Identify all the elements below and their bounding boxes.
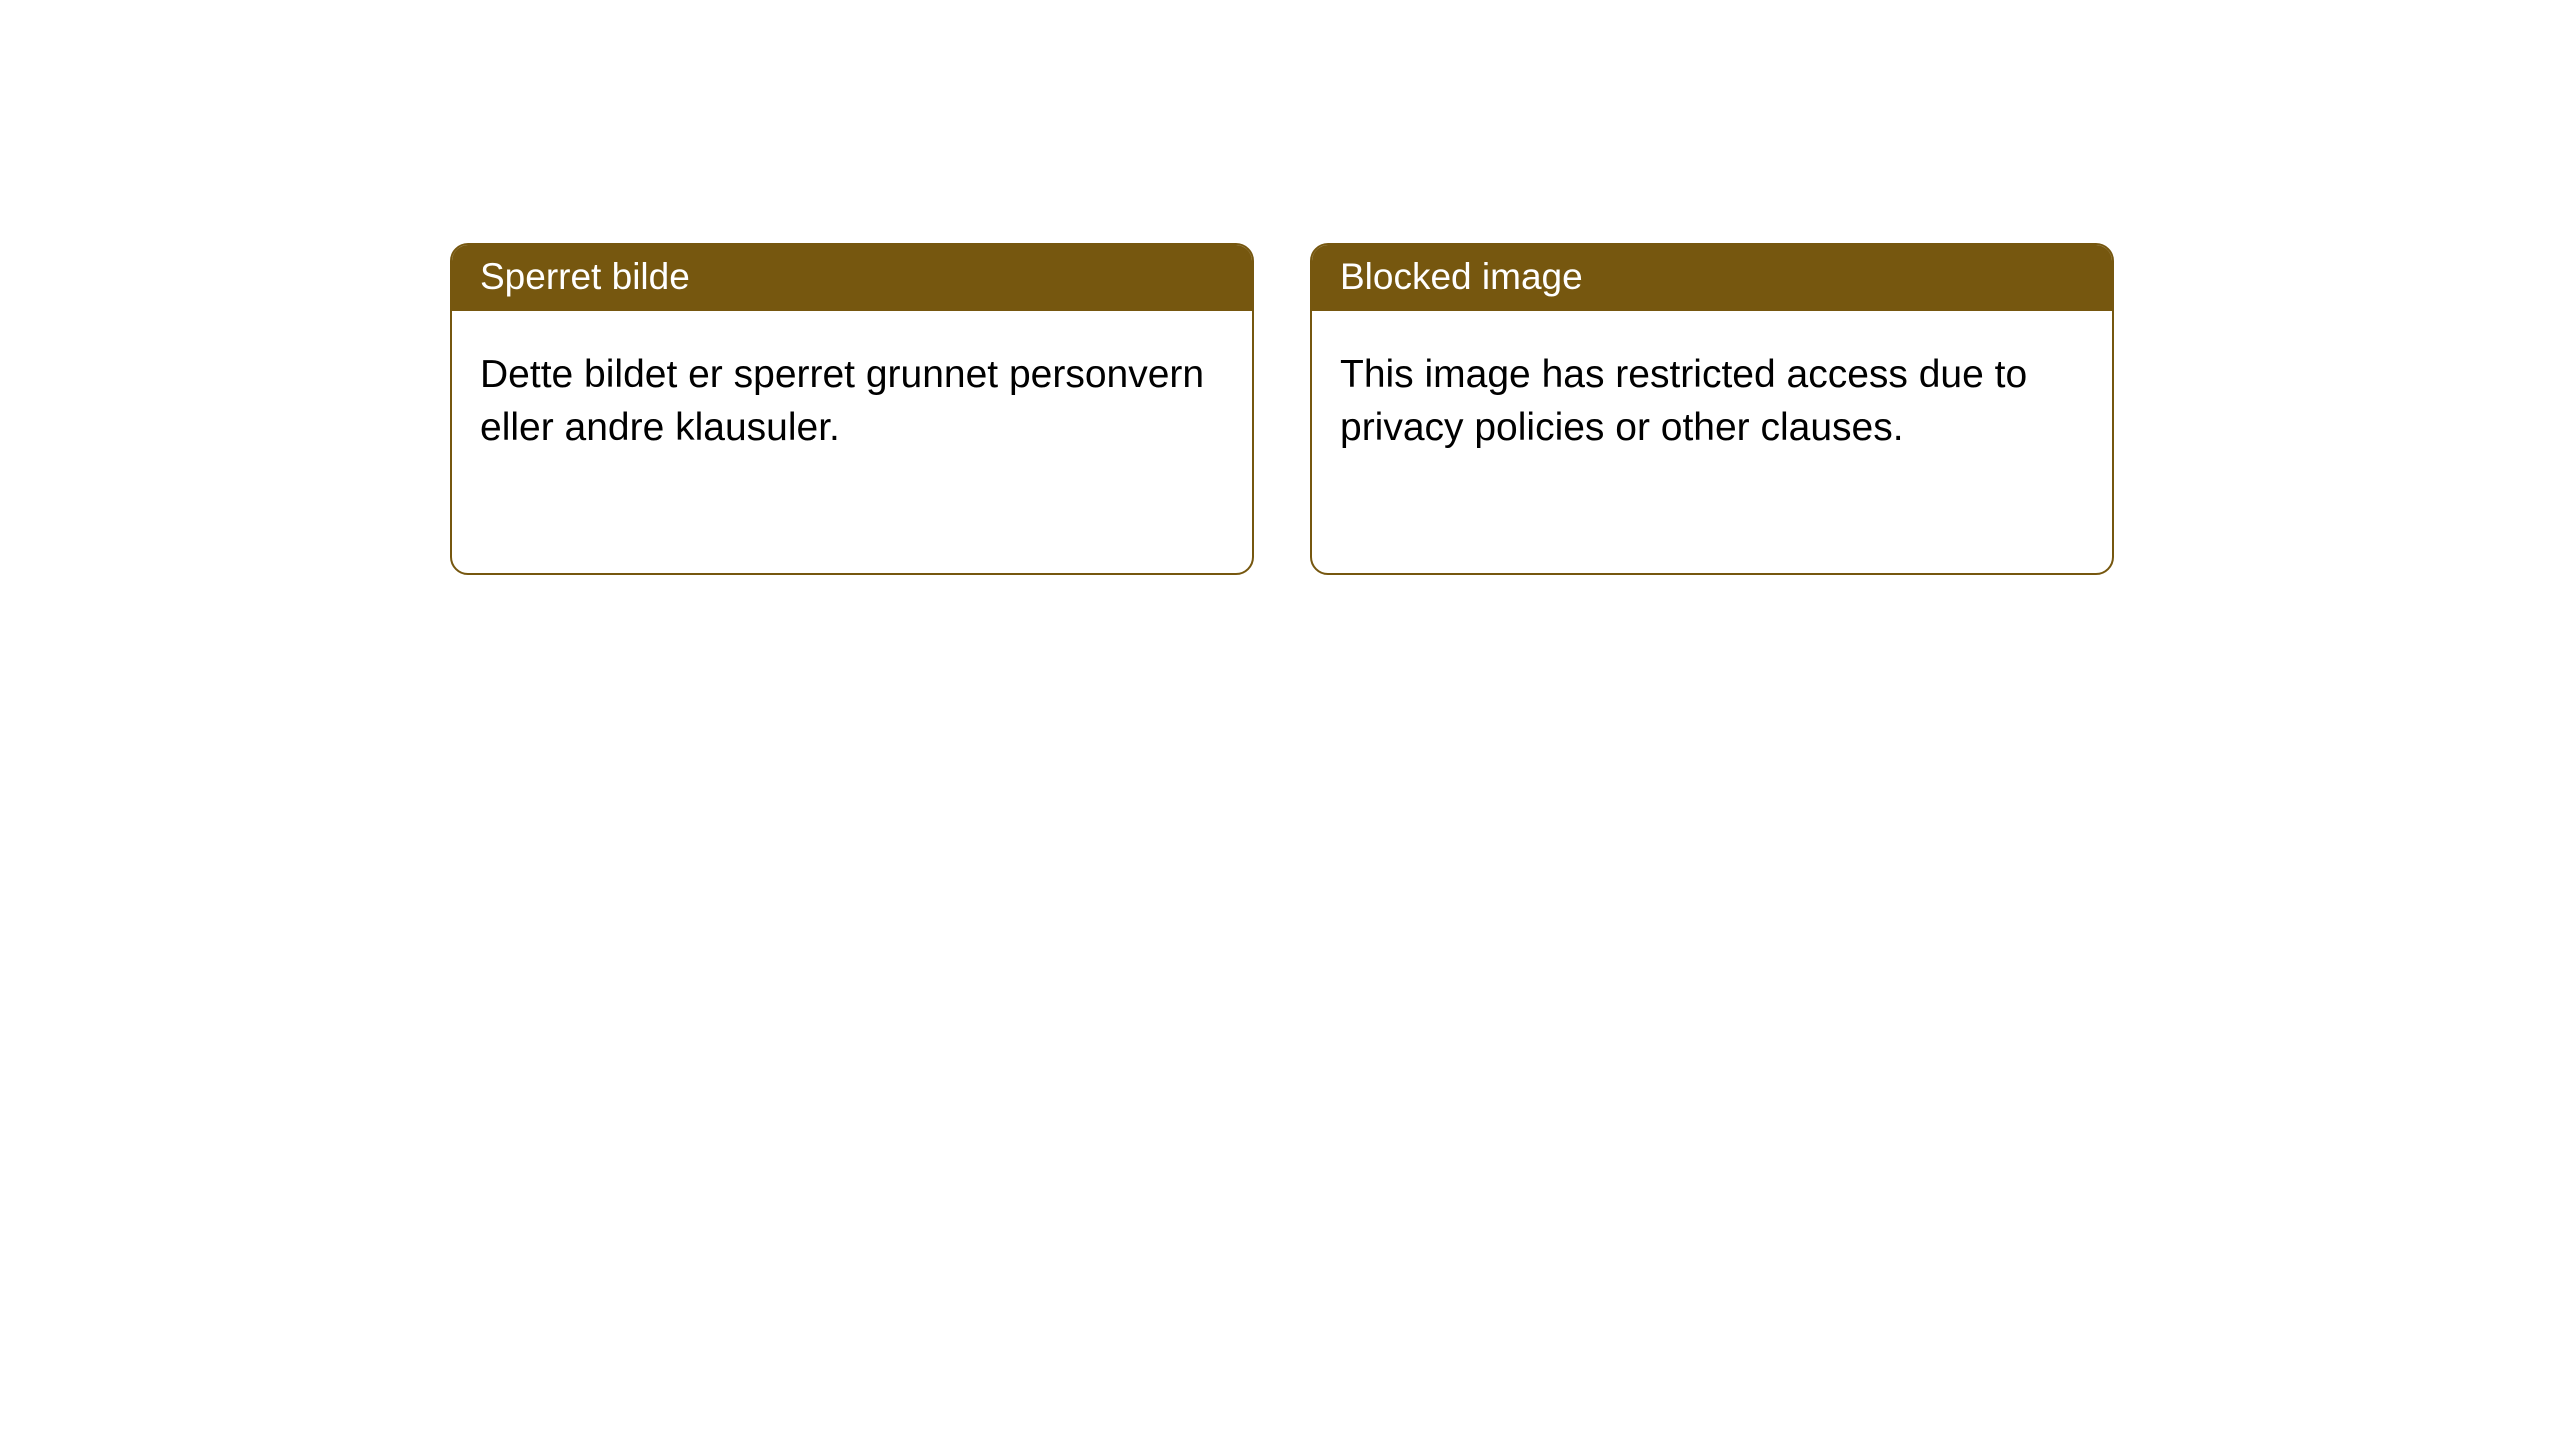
notice-title: Sperret bilde [480,256,690,297]
notice-title: Blocked image [1340,256,1583,297]
notice-card-english: Blocked image This image has restricted … [1310,243,2114,575]
notice-container: Sperret bilde Dette bildet er sperret gr… [0,0,2560,575]
notice-header: Sperret bilde [452,245,1252,311]
notice-message: This image has restricted access due to … [1340,353,2027,449]
notice-header: Blocked image [1312,245,2112,311]
notice-body: Dette bildet er sperret grunnet personve… [452,311,1252,482]
notice-message: Dette bildet er sperret grunnet personve… [480,353,1204,449]
notice-card-norwegian: Sperret bilde Dette bildet er sperret gr… [450,243,1254,575]
notice-body: This image has restricted access due to … [1312,311,2112,482]
